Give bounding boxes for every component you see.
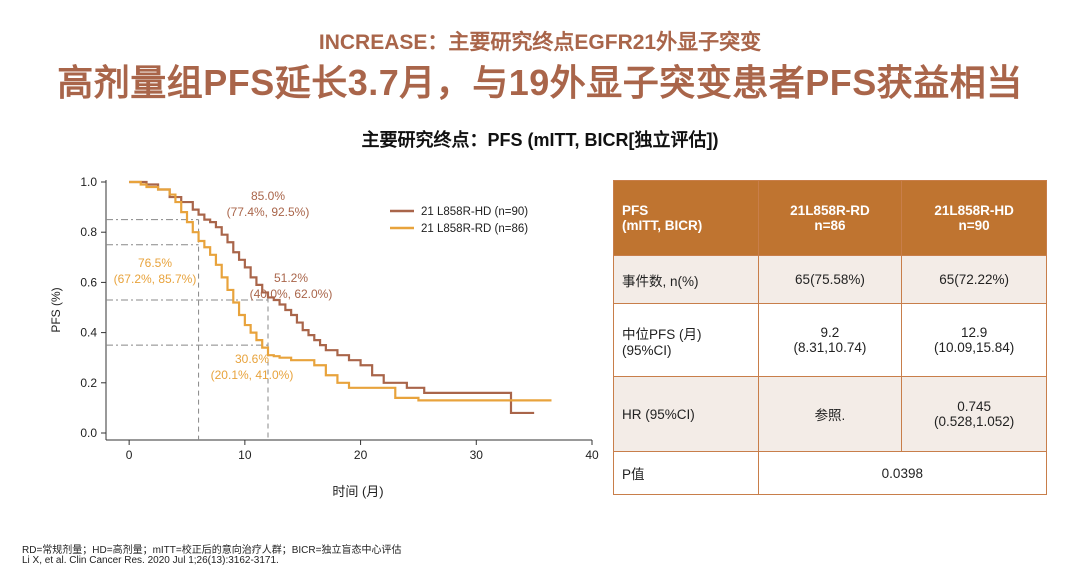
annotation-value: 51.2% <box>274 271 308 285</box>
y-tick-label: 0.6 <box>80 275 97 289</box>
table-row-events: 事件数, n(%) 65(75.58%) 65(72.22%) <box>613 255 1047 304</box>
y-tick-label: 0.4 <box>80 326 97 340</box>
y-tick-label: 0.8 <box>80 225 97 239</box>
table-header-cell: 21L858R-HD n=90 <box>901 180 1047 256</box>
table-cell: 65(75.58%) <box>757 255 903 304</box>
x-tick-label: 30 <box>470 448 484 462</box>
annotation-ci: (20.1%, 41.0%) <box>211 368 294 382</box>
annotation-ci: (40.0%, 62.0%) <box>250 287 333 301</box>
table-cell: P值 <box>613 451 759 495</box>
table-cell: 0.0398 <box>757 451 1048 495</box>
annotation-value: 85.0% <box>251 189 285 203</box>
chart-subtitle: 主要研究终点：PFS (mITT, BICR[独立评估]) <box>361 130 719 150</box>
x-tick-label: 20 <box>354 448 368 462</box>
km-chart: 0 10 20 30 40 0.0 0.2 0.4 0.6 0.8 1.0 时间 (月) PFS (%)… <box>49 175 599 499</box>
legend-label: 21 L858R-HD (n=90) <box>421 206 528 218</box>
table-header-cell: 21L858R-RD n=86 <box>757 180 903 256</box>
footnote-citation: Li X, et al. Clin Cancer Res. 2020 Jul 1… <box>22 555 279 566</box>
table-cell: 0.745 (0.528,1.052) <box>901 376 1047 452</box>
x-axis-label: 时间 (月) <box>332 484 383 499</box>
table-cell: 事件数, n(%) <box>613 255 759 304</box>
legend-label: 21 L858R-RD (n=86) <box>421 223 528 235</box>
y-axis-label: PFS (%) <box>49 287 63 332</box>
table-cell: 9.2 (8.31,10.74) <box>757 303 903 377</box>
table-cell: HR (95%CI) <box>613 376 759 452</box>
table-cell: 12.9 (10.09,15.84) <box>901 303 1047 377</box>
annotation-ci: (77.4%, 92.5%) <box>227 205 310 219</box>
table-header-row: PFS (mITT, BICR) 21L858R-RD n=86 21L858R-H… <box>613 180 1047 256</box>
x-tick-label: 0 <box>126 448 133 462</box>
x-tick-label: 10 <box>238 448 252 462</box>
y-tick-label: 1.0 <box>80 175 97 189</box>
km-curve-rd <box>129 180 552 402</box>
table-row-hr: HR (95%CI) 参照. 0.745 (0.528,1.052) <box>613 376 1047 452</box>
table-cell: 中位PFS (月) (95%CI) <box>613 303 759 377</box>
slide-kicker: INCREASE：主要研究终点EGFR21外显子突变 <box>318 31 762 54</box>
table-header-cell: PFS (mITT, BICR) <box>613 180 759 256</box>
table-row-median-pfs: 中位PFS (月) (95%CI) 9.2 (8.31,10.74) 12.9 (10… <box>613 303 1047 377</box>
annotation-value: 30.6% <box>235 352 269 366</box>
annotation-value: 76.5% <box>138 256 172 270</box>
x-tick-label: 40 <box>585 448 599 462</box>
slide-headline: 高剂量组PFS延长3.7月，与19外显子突变患者PFS获益相当 <box>57 62 1023 103</box>
table-row-p-value: P值 0.0398 <box>613 451 1048 495</box>
footnote-abbreviations: RD=常规剂量；HD=高剂量；mITT=校正后的意向治疗人群；BICR=独立盲态… <box>22 545 402 556</box>
km-curve-hd <box>129 180 535 415</box>
table-cell: 65(72.22%) <box>901 255 1047 304</box>
y-tick-label: 0.2 <box>80 376 97 390</box>
annotation-ci: (67.2%, 85.7%) <box>114 272 197 286</box>
table-cell: 参照. <box>757 376 903 452</box>
y-tick-label: 0.0 <box>80 426 97 440</box>
results-table: PFS (mITT, BICR) 21L858R-RD n=86 21L858R-H… <box>613 180 1048 495</box>
